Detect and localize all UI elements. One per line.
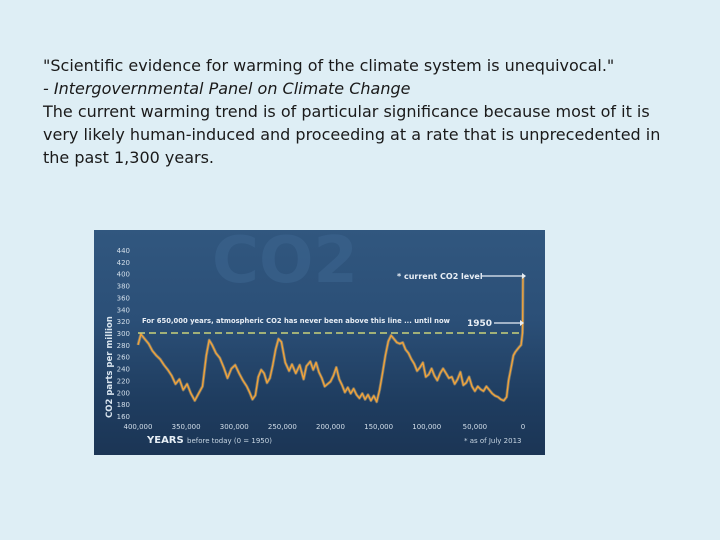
x-tick-labels: 400,000 350,000 300,000 250,000 200,000 150,0… (124, 423, 526, 431)
co2-chart: CO2 440 420 400 380 360 340 320 300 280 260 240 220… (94, 230, 545, 455)
x-tick-label: 350,000 (172, 423, 201, 431)
y-tick-label: 160 (117, 413, 130, 421)
x-tick-label: 300,000 (220, 423, 249, 431)
x-tick-label: 50,000 (463, 423, 488, 431)
y-tick-label: 300 (117, 330, 130, 338)
y-tick-label: 320 (117, 318, 130, 326)
series-group (136, 274, 525, 404)
y-tick-label: 240 (117, 366, 130, 374)
y-tick-label: 340 (117, 306, 130, 314)
body-text: The current warming trend is of particul… (43, 102, 661, 167)
quote-text: "Scientific evidence for warming of the … (43, 56, 615, 75)
y-tick-label: 200 (117, 389, 130, 397)
y-tick-label: 420 (117, 259, 130, 267)
current-level-arrowhead (522, 273, 526, 279)
x-tick-label: 100,000 (412, 423, 441, 431)
y-tick-label: 260 (117, 354, 130, 362)
attribution-text: - Intergovernmental Panel on Climate Cha… (43, 79, 411, 98)
co2-chart-svg: CO2 440 420 400 380 360 340 320 300 280 260 240 220… (105, 230, 526, 446)
y-tick-label: 380 (117, 283, 130, 291)
co2-watermark: CO2 (212, 230, 358, 298)
y-tick-label: 180 (117, 401, 130, 409)
footnote-text: * as of July 2013 (464, 437, 522, 445)
threshold-year-label: 1950 (467, 319, 492, 329)
x-axis-note: before today (0 = 1950) (187, 437, 272, 445)
y-tick-label: 440 (117, 247, 130, 255)
slide-text: "Scientific evidence for warming of the … (43, 54, 683, 169)
y-tick-label: 360 (117, 294, 130, 302)
x-tick-label: 150,000 (364, 423, 393, 431)
x-axis-label: YEARS (146, 435, 184, 446)
current-level-label: * current CO2 level (397, 272, 483, 281)
threshold-annotation: For 650,000 years, atmospheric CO2 has n… (142, 317, 451, 325)
co2-series-line (137, 274, 524, 403)
x-tick-label: 0 (521, 423, 525, 431)
y-tick-label: 400 (117, 271, 130, 279)
x-tick-label: 250,000 (268, 423, 297, 431)
y-axis-label: CO2 parts per million (105, 316, 115, 418)
x-tick-label: 200,000 (316, 423, 345, 431)
x-tick-label: 400,000 (124, 423, 153, 431)
y-tick-label: 220 (117, 377, 130, 385)
y-tick-labels: 440 420 400 380 360 340 320 300 280 260 240 220 200 1… (117, 247, 130, 421)
threshold-year-arrowhead (520, 320, 524, 326)
y-tick-label: 280 (117, 342, 130, 350)
